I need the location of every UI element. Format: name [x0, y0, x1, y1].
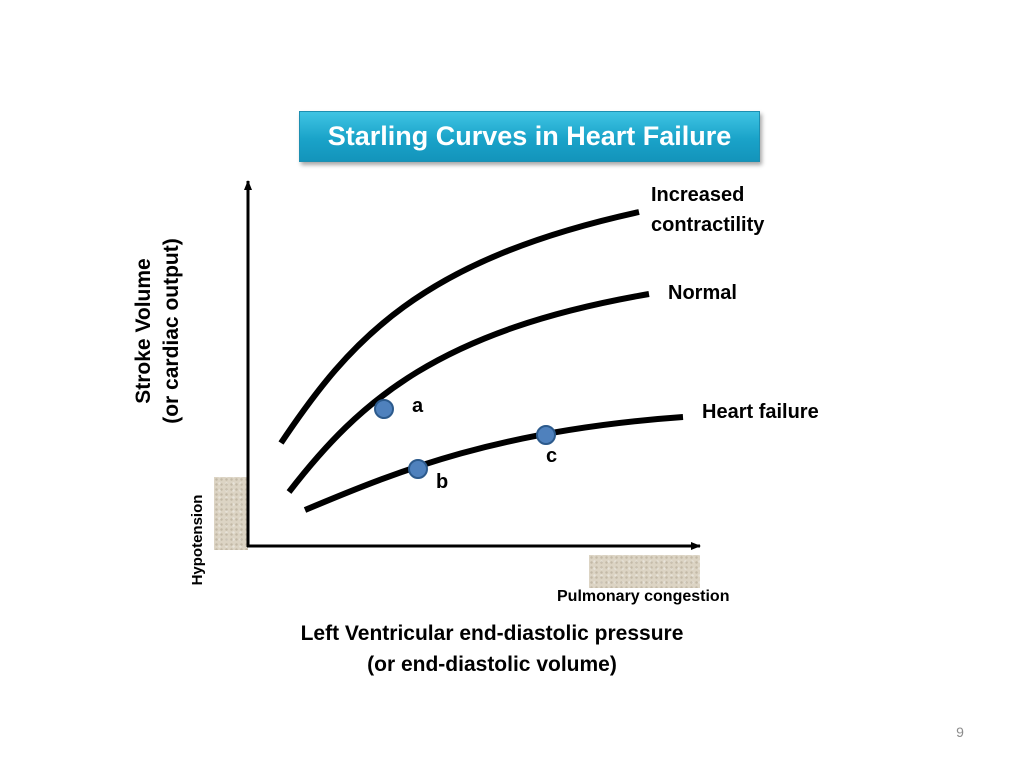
- y-axis-label-line2: (or cardiac output): [160, 238, 183, 424]
- x-axis-label: Left Ventricular end-diastolic pressure …: [250, 618, 734, 680]
- y-axis-label: Stroke Volume (or cardiac output): [130, 231, 186, 431]
- hypotension-label: Hypotension: [189, 494, 206, 586]
- diagram-title: Starling Curves in Heart Failure: [327, 121, 732, 151]
- y-axis-label-line1: Stroke Volume: [132, 258, 155, 404]
- heart-failure-curve: [303, 414, 684, 513]
- point-b-marker: [408, 459, 428, 479]
- pulmonary-congestion-label: Pulmonary congestion: [557, 588, 730, 605]
- point-c-label: c: [546, 445, 558, 467]
- normal-curve-label: Normal: [668, 282, 737, 304]
- heart-failure-curve-label: Heart failure: [702, 401, 819, 423]
- point-a-marker: [374, 399, 394, 419]
- page-number: 9: [956, 724, 964, 740]
- normal-curve: [286, 291, 650, 494]
- title-banner: Starling Curves in Heart Failure: [299, 111, 760, 162]
- x-axis-label-line1: Left Ventricular end-diastolic pressure: [300, 622, 684, 645]
- increased-contractility-curve: [278, 209, 640, 445]
- increased-contractility-label-line2: contractility: [651, 214, 765, 236]
- x-axis-label-line2: (or end-diastolic volume): [367, 653, 617, 676]
- point-c-marker: [536, 425, 556, 445]
- increased-contractility-label-line1: Increased: [651, 184, 745, 206]
- pulmonary-congestion-zone: [589, 555, 700, 588]
- point-b-label: b: [436, 471, 449, 493]
- increased-contractility-label: Increased contractility: [651, 180, 801, 240]
- hypotension-zone: [214, 477, 248, 550]
- point-a-label: a: [412, 395, 424, 417]
